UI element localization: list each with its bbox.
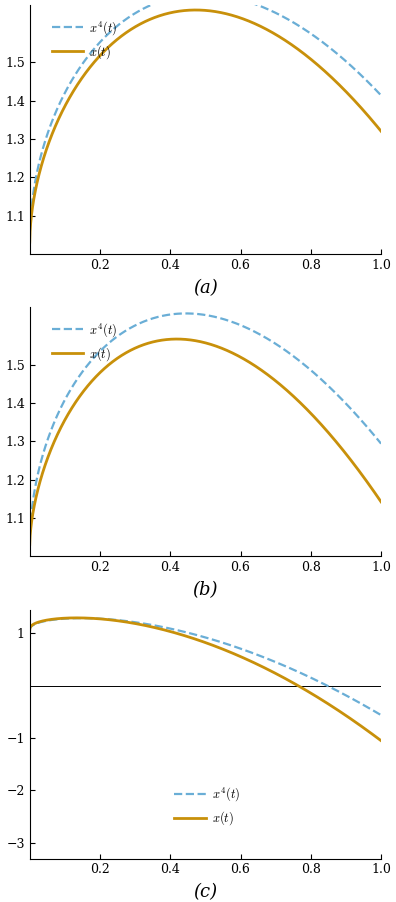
$x(t)$: [369, 114, 373, 124]
$x(t)$: [304, 686, 309, 696]
$x(t)$: [45, 453, 50, 464]
$x(t)$: [74, 612, 79, 623]
Legend: $x^4(t)$, $x(t)$: $x^4(t)$, $x(t)$: [46, 316, 122, 368]
$x(t)$: [369, 728, 373, 739]
Line: $x^4(t)$: $x^4(t)$: [30, 618, 381, 715]
$x^4(t)$: [27, 539, 32, 550]
X-axis label: (c): (c): [193, 883, 217, 901]
$x(t)$: [27, 539, 32, 550]
$x^4(t)$: [27, 236, 32, 247]
X-axis label: (b): (b): [192, 581, 218, 599]
$x^4(t)$: [369, 79, 373, 90]
$x(t)$: [379, 735, 383, 746]
$x^4(t)$: [369, 426, 373, 437]
$x(t)$: [189, 5, 194, 15]
$x^4(t)$: [27, 625, 32, 636]
$x(t)$: [379, 125, 383, 136]
$x(t)$: [304, 51, 309, 61]
$x^4(t)$: [189, 308, 194, 319]
$x^4(t)$: [379, 90, 383, 101]
$x(t)$: [304, 403, 309, 414]
$x^4(t)$: [304, 670, 309, 681]
$x^4(t)$: [369, 704, 373, 714]
Legend: $x^4(t)$, $x(t)$: $x^4(t)$, $x(t)$: [46, 14, 122, 66]
$x^4(t)$: [369, 704, 373, 714]
$x^4(t)$: [45, 615, 50, 626]
$x(t)$: [45, 614, 50, 625]
$x^4(t)$: [369, 426, 373, 437]
$x(t)$: [369, 728, 373, 739]
$x(t)$: [189, 335, 194, 345]
$x^4(t)$: [45, 128, 50, 139]
$x(t)$: [193, 5, 198, 15]
$x(t)$: [369, 114, 373, 124]
$x^4(t)$: [183, 308, 188, 318]
Legend: $x^4(t)$, $x(t)$: $x^4(t)$, $x(t)$: [169, 780, 245, 833]
$x^4(t)$: [198, 630, 203, 641]
$x(t)$: [175, 334, 179, 345]
$x^4(t)$: [198, 308, 203, 319]
$x^4(t)$: [379, 438, 383, 449]
$x^4(t)$: [45, 434, 50, 445]
$x(t)$: [369, 482, 373, 492]
$x^4(t)$: [304, 361, 309, 372]
Line: $x(t)$: $x(t)$: [30, 10, 381, 242]
$x^4(t)$: [379, 710, 383, 721]
Line: $x(t)$: $x(t)$: [30, 339, 381, 545]
$x(t)$: [198, 636, 203, 647]
Line: $x^4(t)$: $x^4(t)$: [30, 0, 381, 242]
$x(t)$: [379, 496, 383, 507]
Line: $x^4(t)$: $x^4(t)$: [30, 313, 381, 545]
$x(t)$: [27, 625, 32, 636]
$x(t)$: [198, 5, 203, 15]
$x^4(t)$: [304, 25, 309, 36]
$x(t)$: [45, 141, 50, 152]
$x(t)$: [369, 482, 373, 492]
Line: $x(t)$: $x(t)$: [30, 618, 381, 741]
$x(t)$: [27, 236, 32, 247]
$x^4(t)$: [79, 612, 84, 623]
$x^4(t)$: [189, 628, 194, 639]
$x(t)$: [189, 632, 194, 643]
$x^4(t)$: [369, 79, 373, 90]
$x(t)$: [198, 336, 203, 347]
X-axis label: (a): (a): [193, 279, 218, 297]
